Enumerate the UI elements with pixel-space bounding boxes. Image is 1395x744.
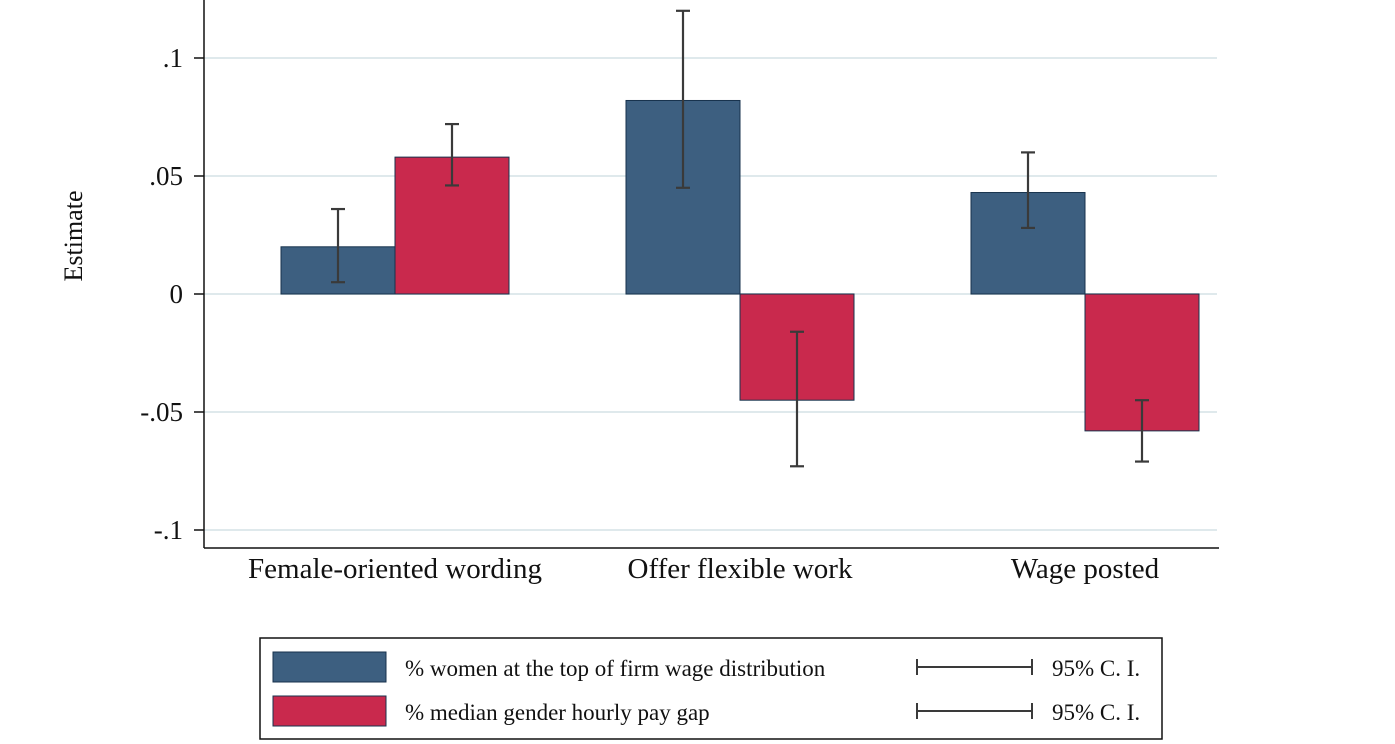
legend-ci-marker-1 <box>916 659 1033 675</box>
legend-ci-label-1: 95% C. I. <box>1052 656 1140 681</box>
legend-ci-marker-2 <box>916 703 1033 719</box>
legend-label-pay-gap: % median gender hourly pay gap <box>405 700 710 725</box>
y-axis-title: Estimate <box>59 191 88 282</box>
y-tick-label: 0 <box>170 279 184 309</box>
x-category-labels: Female-oriented wording Offer flexible wo… <box>248 553 1160 585</box>
x-category-label: Offer flexible work <box>628 553 853 585</box>
legend: % women at the top of firm wage distribu… <box>259 637 1163 740</box>
error-bar <box>1135 399 1149 463</box>
x-category-label: Wage posted <box>1011 553 1160 585</box>
y-tick-label: .1 <box>163 43 183 73</box>
legend-swatch-women-top <box>272 651 387 683</box>
y-ticks: .1 .05 0 -.05 -.1 <box>140 43 204 545</box>
error-bar <box>1021 151 1035 230</box>
legend-label-women-top: % women at the top of firm wage distribu… <box>405 656 826 681</box>
legend-frame <box>259 637 1163 740</box>
error-bar <box>790 330 804 468</box>
bar-pay-gap <box>394 156 510 295</box>
y-tick-label: -.05 <box>140 397 183 427</box>
y-tick-label: .05 <box>149 161 183 191</box>
axes <box>203 0 1219 549</box>
y-tick-label: -.1 <box>154 515 183 545</box>
error-bar <box>331 207 345 284</box>
error-bars <box>331 9 1149 468</box>
error-bar <box>445 122 459 187</box>
legend-swatch-pay-gap <box>272 695 387 727</box>
legend-ci-label-2: 95% C. I. <box>1052 700 1140 725</box>
x-category-label: Female-oriented wording <box>248 553 542 585</box>
error-bar <box>676 9 690 189</box>
bars <box>280 99 1200 432</box>
